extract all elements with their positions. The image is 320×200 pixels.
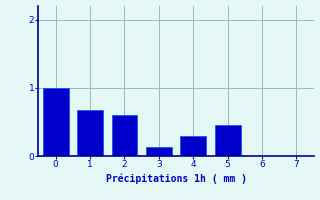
Bar <box>43 88 68 156</box>
Bar <box>215 125 241 156</box>
Bar <box>77 110 103 156</box>
Bar <box>146 147 172 156</box>
X-axis label: Précipitations 1h ( mm ): Précipitations 1h ( mm ) <box>106 173 246 184</box>
Bar <box>180 136 206 156</box>
Bar <box>111 115 137 156</box>
